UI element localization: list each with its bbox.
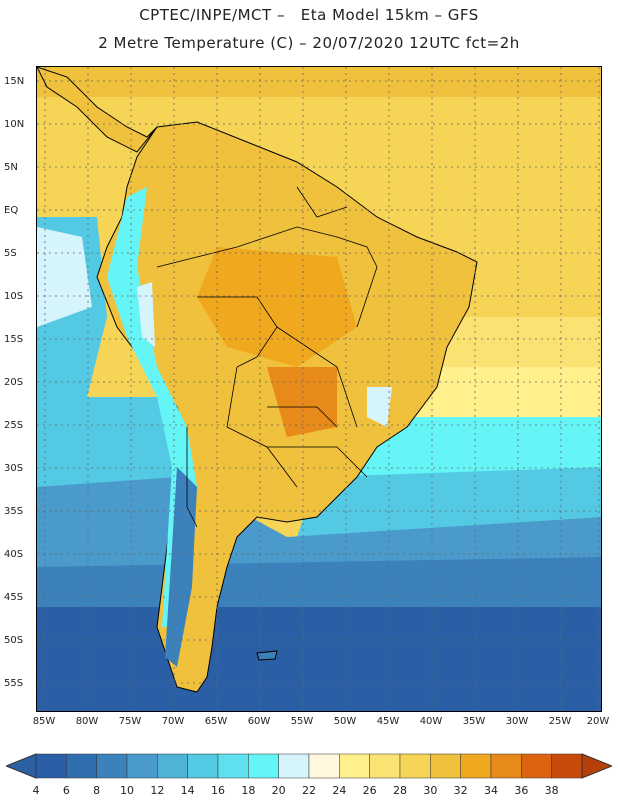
- lat-label-15s: 15S: [4, 334, 24, 345]
- lat-label-10s: 10S: [4, 291, 24, 302]
- colorbar-tick-label: 26: [362, 784, 377, 797]
- colorbar-tick-label: 30: [423, 784, 438, 797]
- lat-label-40s: 40S: [4, 549, 24, 560]
- colorbar-tick-label: 32: [453, 784, 468, 797]
- lon-label-70w: 70W: [161, 716, 185, 727]
- colorbar-tick-label: 18: [241, 784, 256, 797]
- country-borders: [156, 186, 378, 528]
- amazon-hot-region: [197, 247, 357, 367]
- lon-label-20w: 20W: [586, 716, 610, 727]
- ocean-pacific-equator: [37, 227, 92, 327]
- colorbar-tick-label: 34: [484, 784, 498, 797]
- colorbar-tick-label: 4: [32, 784, 40, 797]
- lat-label-eq: EQ: [4, 205, 19, 216]
- lon-label-35w: 35W: [462, 716, 486, 727]
- map-title-line-1: CPTEC/INPE/MCT – Eta Model 15km – GFS: [139, 6, 479, 24]
- colorbar-segment: [399, 753, 431, 779]
- lat-label-50s: 50S: [4, 635, 24, 646]
- colorbar-segment: [490, 753, 522, 779]
- lat-label-10n: 10N: [4, 119, 25, 130]
- colorbar-segment: [126, 753, 158, 779]
- graticule: [37, 67, 601, 711]
- lon-label-80w: 80W: [75, 716, 99, 727]
- andes-highland: [137, 282, 155, 347]
- lat-label-20s: 20S: [4, 377, 24, 388]
- colorbar-segment: [248, 753, 279, 779]
- lon-label-75w: 75W: [118, 716, 142, 727]
- colorbar-segment: [96, 753, 128, 779]
- lat-label-45s: 45S: [4, 592, 24, 603]
- brazil-highlands: [367, 387, 392, 427]
- colorbar-segment: [187, 753, 219, 779]
- ocean-caribbean-band: [37, 67, 601, 97]
- lat-label-55s: 55S: [4, 678, 24, 689]
- lat-label-35s: 35S: [4, 506, 24, 517]
- colorbar-high-arrow: [581, 753, 612, 779]
- temperature-map: [36, 66, 602, 712]
- colorbar-tick-label: 8: [93, 784, 101, 797]
- chaco-hot-region: [267, 367, 337, 437]
- colorbar-low-arrow: [6, 753, 37, 779]
- lon-label-40w: 40W: [419, 716, 443, 727]
- temperature-colorbar: [6, 753, 612, 779]
- colorbar-tick-label: 12: [150, 784, 165, 797]
- patagonia-cold: [165, 467, 197, 667]
- colorbar-tick-label: 38: [544, 784, 559, 797]
- ocean-far-south: [37, 607, 601, 711]
- colorbar-segment: [35, 753, 67, 779]
- lat-label-25s: 25S: [4, 420, 24, 431]
- colorbar-tick-label: 28: [393, 784, 407, 797]
- lon-label-30w: 30W: [505, 716, 529, 727]
- lon-label-85w: 85W: [32, 716, 56, 727]
- central-america-land: [37, 67, 158, 153]
- colorbar-tick-label: 10: [120, 784, 134, 797]
- colorbar-segment: [369, 753, 401, 779]
- colorbar-tick-label: 6: [62, 784, 70, 797]
- colorbar-tick-label: 20: [271, 784, 286, 797]
- colorbar-tick-label: 16: [211, 784, 225, 797]
- colorbar-tick-label: 22: [302, 784, 316, 797]
- colorbar-segment: [66, 753, 97, 779]
- ocean-pacific-mid: [37, 397, 177, 497]
- lon-label-60w: 60W: [247, 716, 271, 727]
- colorbar-segment: [339, 753, 370, 779]
- lon-label-50w: 50W: [333, 716, 357, 727]
- colorbar-segment: [460, 753, 492, 779]
- ocean-band-14: [297, 467, 601, 537]
- lat-label-5n: 5N: [4, 162, 18, 173]
- lon-label-65w: 65W: [204, 716, 228, 727]
- falkland-islands: [256, 650, 278, 661]
- colorbar-segment: [551, 753, 583, 779]
- lon-label-55w: 55W: [290, 716, 314, 727]
- colorbar-segment: [521, 753, 552, 779]
- lon-label-45w: 45W: [376, 716, 400, 727]
- colorbar-segment: [308, 753, 340, 779]
- lat-label-5s: 5S: [4, 248, 17, 259]
- colorbar-segment: [157, 753, 188, 779]
- map-canvas: [37, 67, 601, 711]
- lat-label-15n: 15N: [4, 76, 25, 87]
- colorbar-tick-label: 14: [180, 784, 195, 797]
- lon-label-25w: 25W: [548, 716, 572, 727]
- lat-label-30s: 30S: [4, 463, 24, 474]
- colorbar-tick-label: 36: [514, 784, 529, 797]
- colorbar-segment: [430, 753, 461, 779]
- colorbar-tick-label: 24: [332, 784, 347, 797]
- colorbar-segment: [217, 753, 249, 779]
- map-title-line-2: 2 Metre Temperature (C) – 20/07/2020 12U…: [98, 34, 520, 52]
- colorbar-segment: [278, 753, 310, 779]
